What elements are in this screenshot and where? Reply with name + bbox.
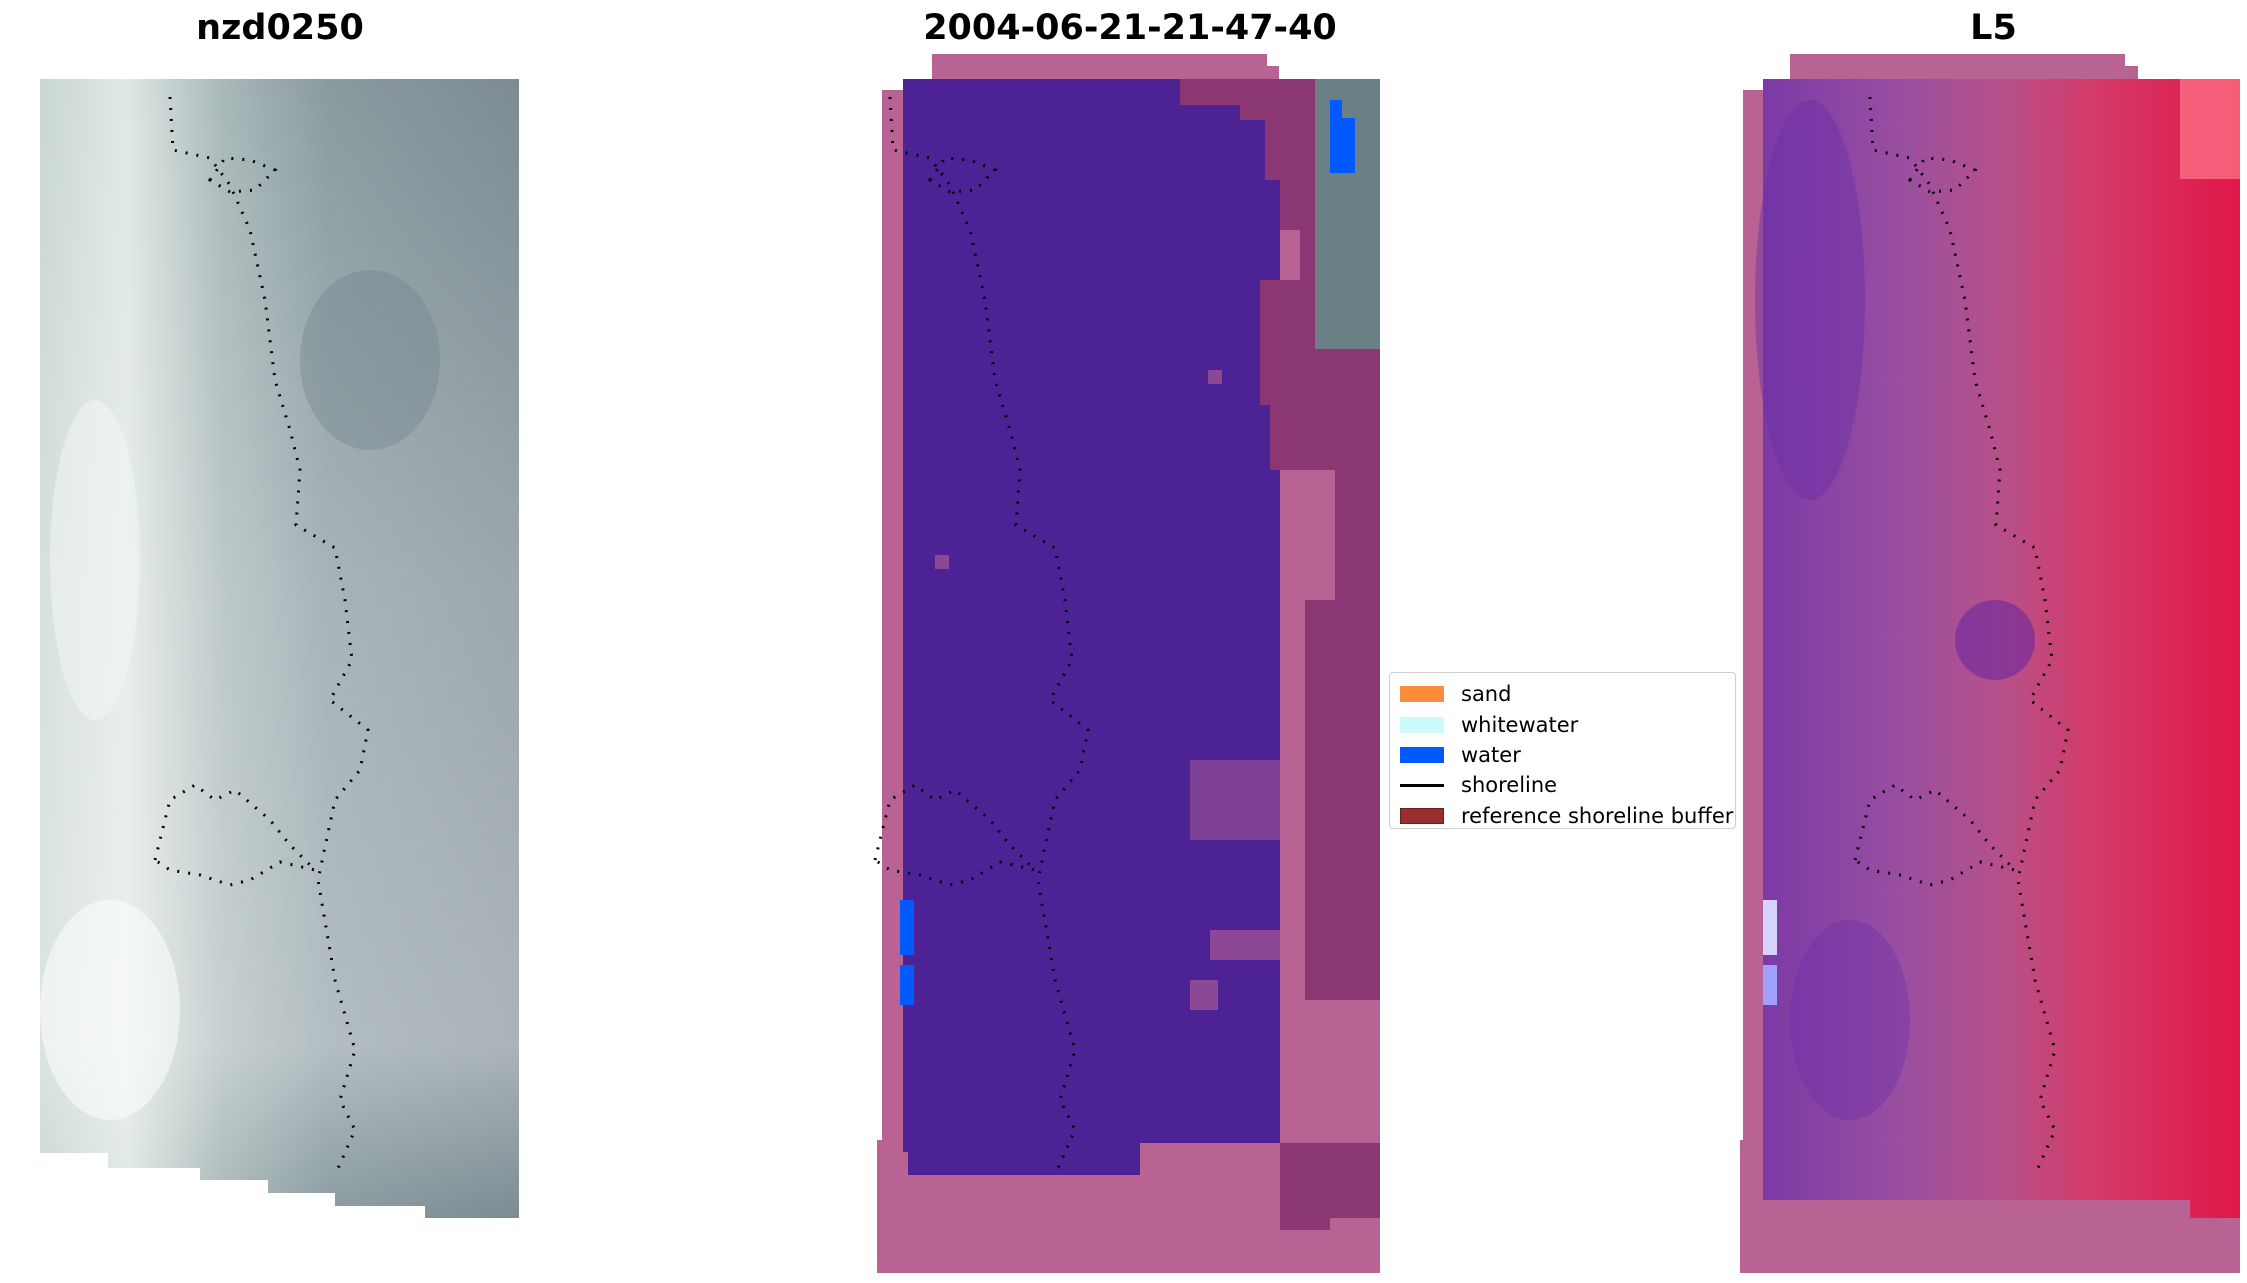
- sand-swatch: [1400, 686, 1444, 703]
- legend-item-shoreline: shoreline: [1400, 770, 1725, 800]
- shoreline-swatch: [1400, 783, 1444, 787]
- legend-label: sand: [1461, 682, 1512, 707]
- panel-title: 2004-06-21-21-47-40: [923, 8, 1337, 48]
- panel-title: nzd0250: [196, 8, 364, 48]
- water-swatch: [1400, 746, 1444, 763]
- rgb-satellite-image: [40, 79, 519, 1218]
- index-image: [1740, 54, 2240, 1273]
- shoreline: [1853, 96, 2070, 1176]
- whitewater-swatch: [1400, 716, 1444, 733]
- legend-item-water: water: [1400, 740, 1725, 770]
- shoreline: [153, 96, 370, 1176]
- legend-label: reference shoreline buffer: [1461, 803, 1734, 828]
- legend-item-whitewater: whitewater: [1400, 709, 1725, 739]
- classified-image: [873, 54, 1380, 1273]
- legend: sand whitewater water shoreline referenc…: [1389, 672, 1736, 829]
- legend-item-reference-buffer: reference shoreline buffer: [1400, 801, 1733, 831]
- legend-item-sand: sand: [1400, 679, 1725, 709]
- panel-title: L5: [1970, 8, 2017, 48]
- shoreline: [873, 96, 1090, 1176]
- legend-label: whitewater: [1461, 712, 1579, 737]
- legend-label: water: [1461, 742, 1521, 767]
- buffer-swatch: [1400, 807, 1444, 824]
- legend-label: shoreline: [1461, 773, 1558, 798]
